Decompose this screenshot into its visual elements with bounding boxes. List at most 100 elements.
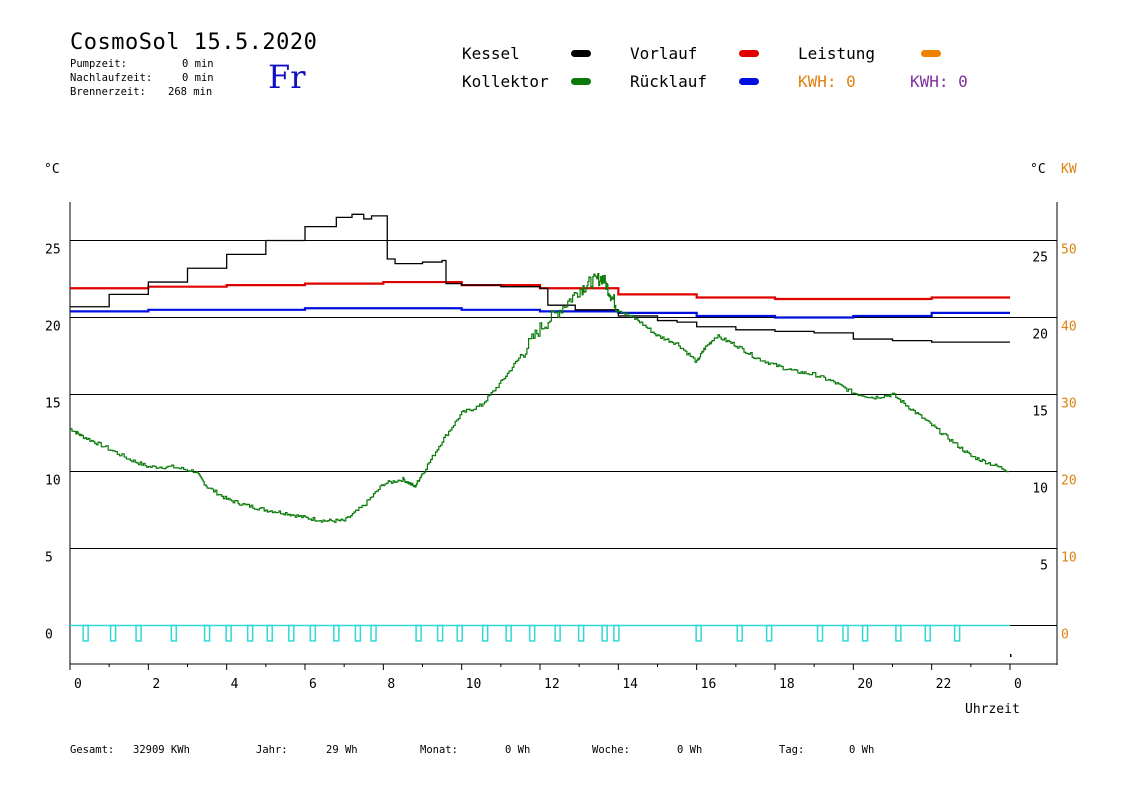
- series-kessel-line: [70, 213, 1010, 343]
- pump-pulse: [370, 624, 377, 642]
- pump-pulse: [135, 624, 142, 642]
- pump-pulse: [695, 624, 702, 642]
- y-tick-label-right-temp: 20: [1032, 328, 1048, 343]
- footer-gesamt-value: 32909 KWh: [133, 744, 190, 756]
- series-ruecklauf-line: [70, 307, 1010, 319]
- x-tick-label: 8: [387, 677, 395, 692]
- x-tick-label: 16: [701, 677, 717, 692]
- pump-pulse: [816, 624, 824, 642]
- legend-kwh-leistung: KWH: 0: [798, 72, 856, 91]
- pump-pulse: [309, 624, 317, 642]
- legend-ruecklauf-swatch: [739, 78, 759, 85]
- pump-pulse: [601, 624, 608, 642]
- pump-pulse: [554, 624, 561, 642]
- x-tick-label: 12: [544, 677, 560, 692]
- series-kollektor-line: [70, 273, 1009, 523]
- x-tick-label: 20: [857, 677, 873, 692]
- x-tick-label: 14: [622, 677, 638, 692]
- y-tick-label-right-power: 30: [1061, 397, 1077, 412]
- footer-jahr-value: 29 Wh: [326, 744, 358, 756]
- brennerzeit-value: 268 min: [168, 86, 213, 98]
- brennerzeit-label: Brennerzeit:: [70, 86, 146, 98]
- y-axis-left-unit: °C: [44, 162, 60, 177]
- y-tick-label-right-temp: 10: [1032, 482, 1048, 497]
- legend-leistung-label: Leistung: [798, 44, 876, 63]
- y-tick-label-left: 10: [45, 474, 61, 489]
- series-vorlauf-line: [70, 280, 1010, 301]
- footer-tag-value: 0 Wh: [849, 744, 875, 756]
- nachlaufzeit-value: 0 min: [182, 72, 214, 84]
- y-tick-label-left: 5: [45, 551, 53, 566]
- nachlaufzeit-label: Nachlaufzeit:: [70, 72, 153, 84]
- pump-pulse: [288, 624, 295, 642]
- footer-monat-label: Monat:: [420, 744, 458, 756]
- y-tick-label-right-temp: 5: [1040, 559, 1048, 574]
- pump-pulse: [82, 624, 89, 642]
- x-tick-label: 0: [74, 677, 82, 692]
- legend-vorlauf-label: Vorlauf: [630, 44, 698, 63]
- x-tick-label: 6: [309, 677, 317, 692]
- weekday-label: Fr: [268, 58, 306, 96]
- footer-tag-label: Tag:: [779, 744, 805, 756]
- pump-pulse: [765, 624, 773, 642]
- pump-pulse: [577, 624, 585, 642]
- y-tick-label-left: 25: [45, 243, 61, 258]
- y-axis-right-temp-unit: °C: [1030, 162, 1046, 177]
- y-tick-label-right-temp: 25: [1032, 251, 1048, 266]
- legend-vorlauf-swatch: [739, 50, 759, 57]
- footer-woche-label: Woche:: [592, 744, 630, 756]
- y-tick-label-right-power: 40: [1061, 320, 1077, 335]
- legend-ruecklauf-label: Rücklauf: [630, 72, 708, 91]
- y-tick-label-right-power: 50: [1061, 243, 1077, 258]
- y-tick-label-left: 15: [45, 397, 61, 412]
- pump-pulse: [246, 624, 254, 642]
- pump-pulse: [924, 624, 931, 642]
- x-tick-label: 4: [231, 677, 239, 692]
- legend-kwh-second: KWH: 0: [910, 72, 968, 91]
- pump-pulse: [953, 624, 961, 642]
- pump-pulse: [266, 624, 273, 642]
- footer-jahr-label: Jahr:: [256, 744, 288, 756]
- chart-title: CosmoSol 15.5.2020: [70, 30, 318, 55]
- y-tick-label-right-power: 0: [1061, 628, 1069, 643]
- pumpzeit-label: Pumpzeit:: [70, 58, 127, 70]
- pump-pulse: [528, 624, 536, 642]
- x-tick-label: 18: [779, 677, 795, 692]
- pump-pulse: [736, 624, 743, 642]
- pump-pulse: [354, 624, 362, 642]
- pump-pulse: [861, 624, 869, 642]
- x-tick-label: 2: [152, 677, 160, 692]
- footer-gesamt-label: Gesamt:: [70, 744, 115, 756]
- x-tick-label: 22: [936, 677, 952, 692]
- y-tick-label-right-temp: 15: [1032, 405, 1048, 420]
- pump-pulse: [481, 624, 489, 642]
- pump-pulse: [170, 624, 178, 642]
- pump-pulse: [842, 624, 849, 642]
- x-axis-label: Uhrzeit: [965, 702, 1020, 717]
- y-tick-label-left: 20: [45, 320, 61, 335]
- y-tick-label-right-power: 10: [1061, 551, 1077, 566]
- pump-pulse: [895, 624, 902, 642]
- pump-pulse: [109, 624, 117, 642]
- legend-kessel-swatch: [571, 50, 591, 57]
- pump-pulse: [613, 624, 620, 642]
- footer-monat-value: 0 Wh: [505, 744, 531, 756]
- pump-pulse: [225, 624, 232, 642]
- legend-leistung-swatch: [921, 50, 941, 57]
- pump-pulse: [436, 624, 444, 642]
- x-tick-label: 0: [1014, 677, 1022, 692]
- end-marker: [1010, 654, 1012, 657]
- pump-pulse: [415, 624, 422, 642]
- legend-kollektor-label: Kollektor: [462, 72, 549, 91]
- y-tick-label-left: 0: [45, 628, 53, 643]
- pumpzeit-value: 0 min: [182, 58, 214, 70]
- y-axis-right-power-unit: KW: [1061, 162, 1077, 177]
- legend-kollektor-swatch: [571, 78, 591, 85]
- y-tick-label-right-power: 20: [1061, 474, 1077, 489]
- footer-woche-value: 0 Wh: [677, 744, 703, 756]
- x-tick-label: 10: [466, 677, 482, 692]
- pump-pulse: [333, 624, 340, 642]
- pump-pulse: [505, 624, 512, 642]
- legend-kessel-label: Kessel: [462, 44, 520, 63]
